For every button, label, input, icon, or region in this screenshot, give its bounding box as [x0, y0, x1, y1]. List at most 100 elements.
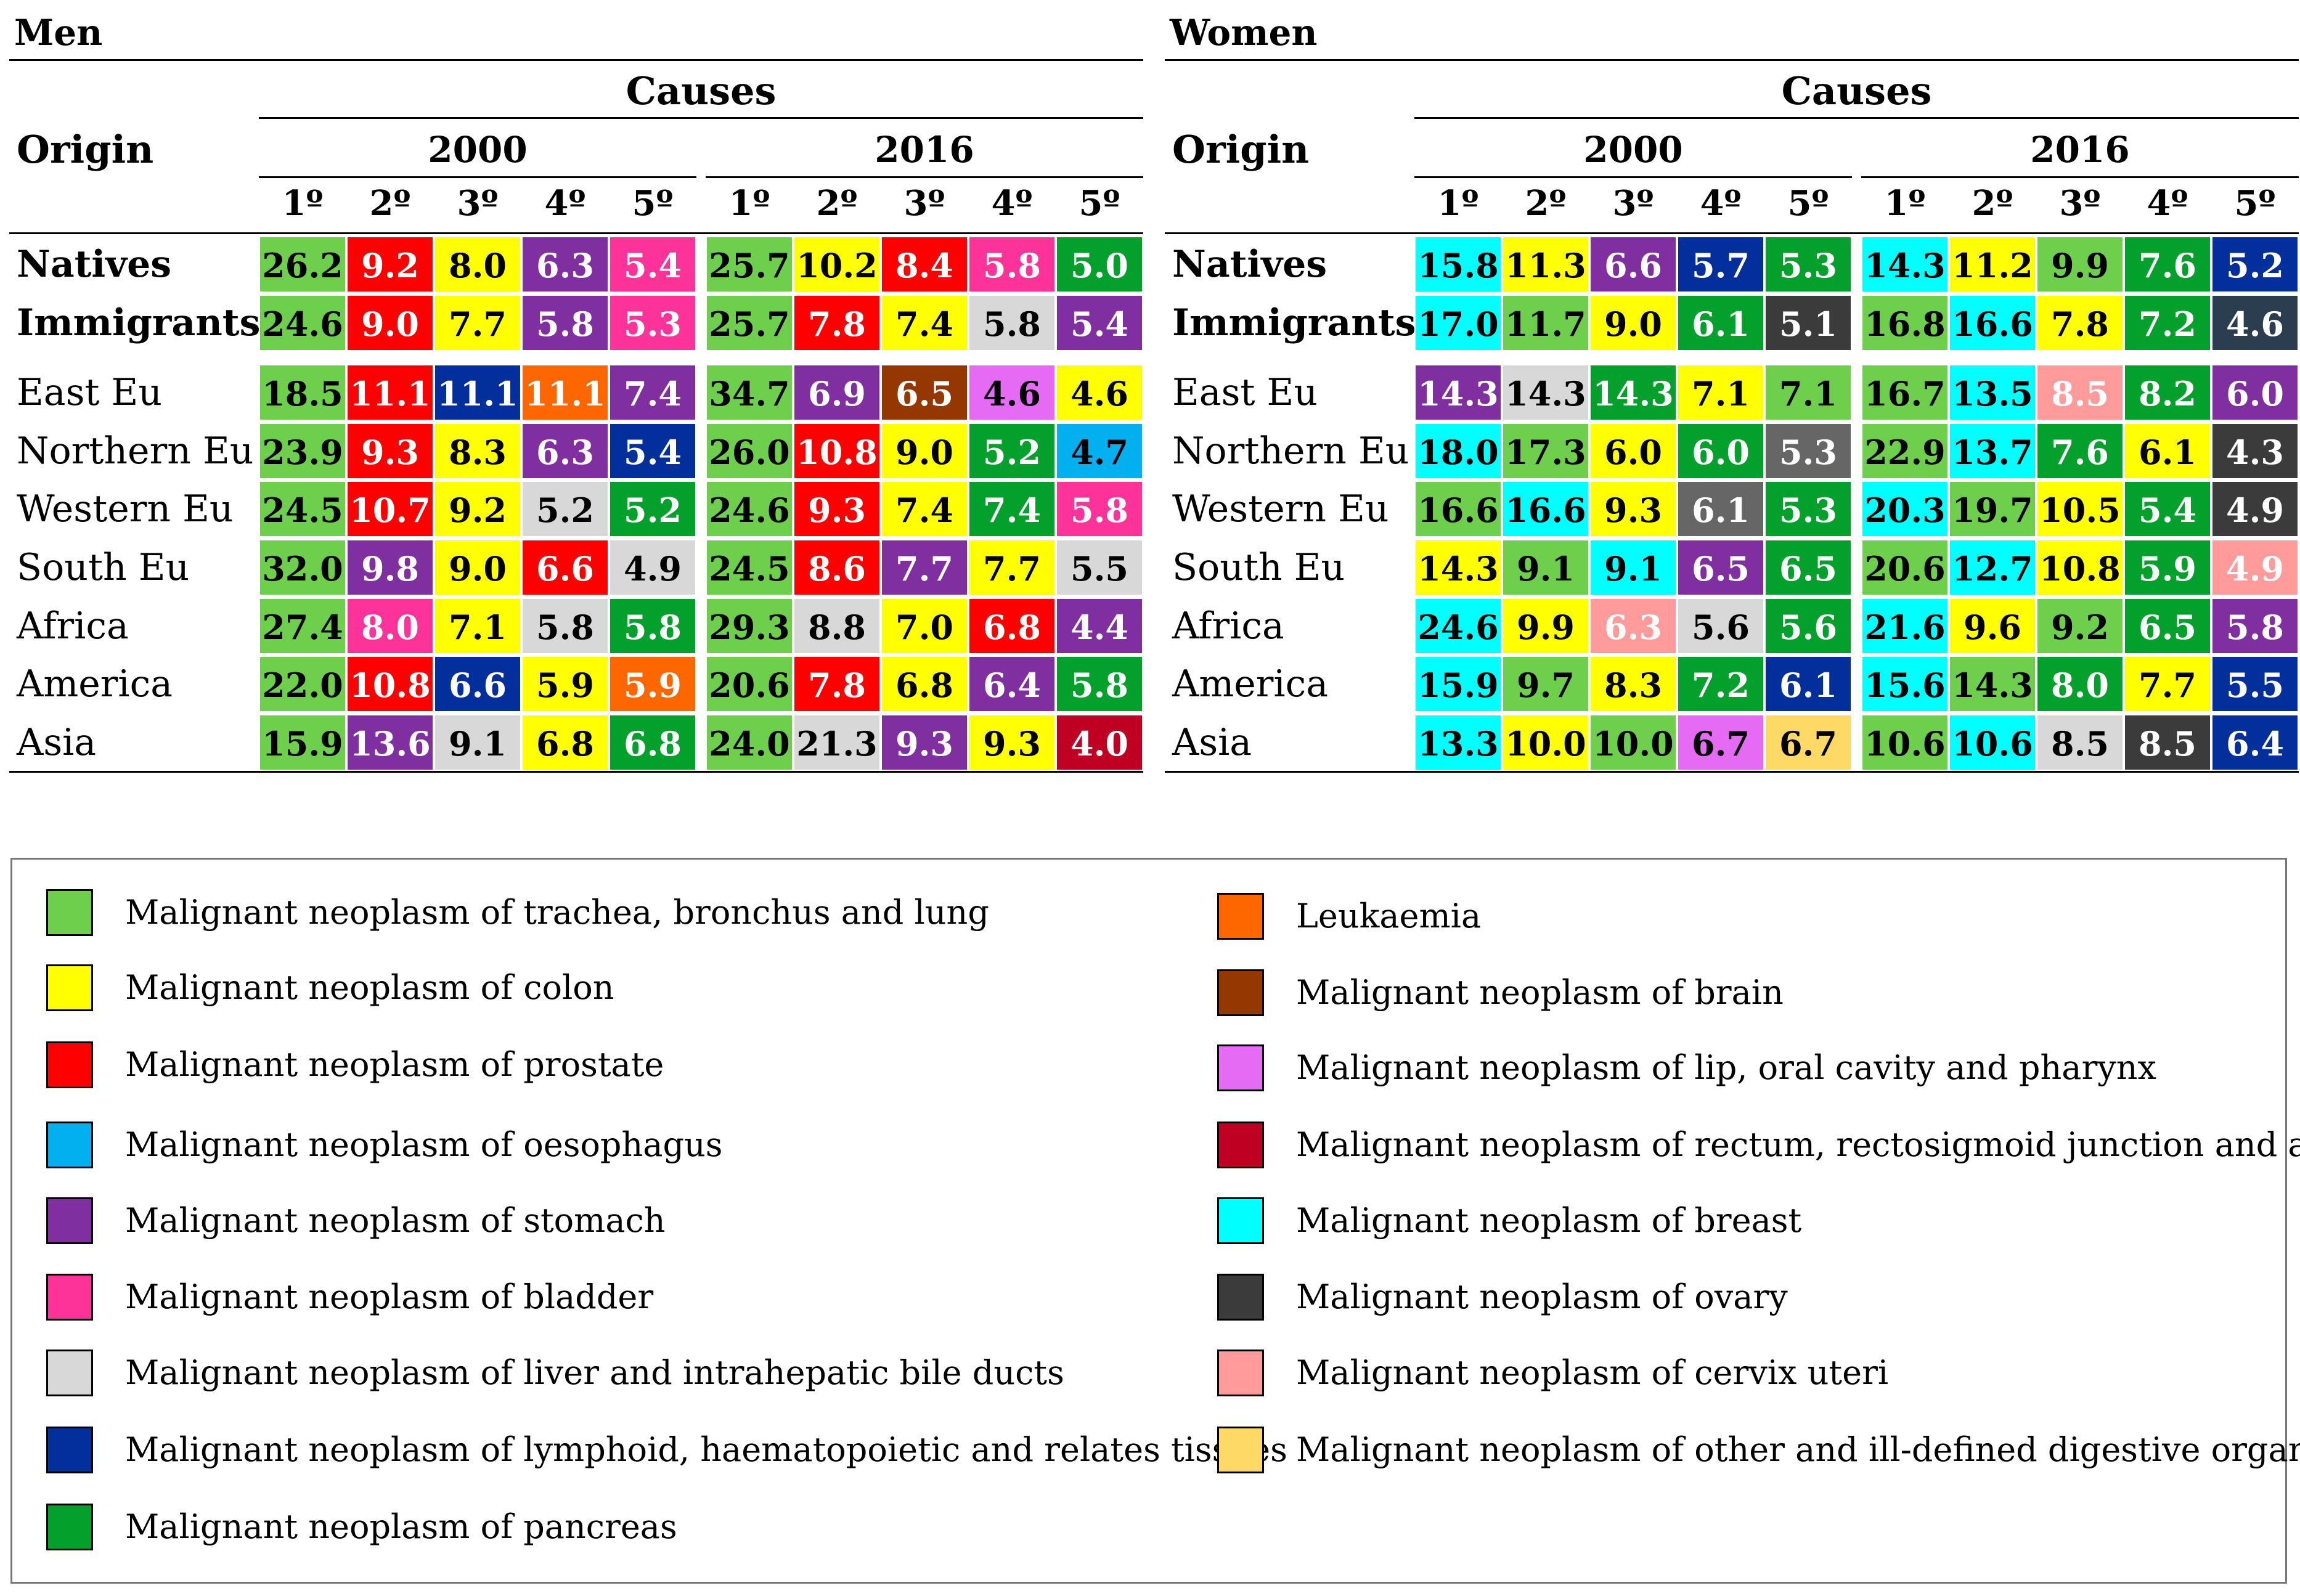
value-cell: 8.2 — [2124, 364, 2211, 421]
legend-swatch — [1217, 893, 1264, 940]
value-cell: 10.8 — [793, 423, 881, 479]
value-cell: 8.0 — [2036, 656, 2124, 712]
value-cell: 5.8 — [521, 598, 609, 654]
value-cell: 5.9 — [609, 656, 696, 712]
value-cell: 5.5 — [1056, 539, 1143, 596]
legend-swatch — [1217, 1350, 1264, 1396]
value-cell: 32.0 — [259, 539, 346, 596]
value-cell: 4.7 — [1056, 423, 1143, 479]
legend-item: Malignant neoplasm of ovary — [1217, 1274, 2265, 1323]
legend-label: Malignant neoplasm of brain — [1296, 973, 1784, 1012]
value-cell: 16.6 — [1502, 481, 1589, 537]
rank-header: 1º — [282, 183, 324, 224]
value-cell: 7.6 — [2036, 423, 2124, 479]
value-cell: 22.9 — [1861, 423, 1949, 479]
value-cell: 7.0 — [881, 598, 968, 654]
row-label-origin: Western Eu — [1172, 487, 1389, 531]
value-cell: 4.3 — [2211, 423, 2299, 479]
row-label-origin: America — [17, 662, 173, 706]
value-cell: 6.0 — [2211, 364, 2299, 421]
value-cell: 13.7 — [1949, 423, 2036, 479]
value-cell: 4.9 — [609, 539, 696, 596]
value-cell: 16.6 — [1414, 481, 1502, 537]
legend-swatch — [46, 1041, 93, 1088]
value-cell: 23.9 — [259, 423, 346, 479]
value-cell: 24.5 — [706, 539, 793, 596]
value-cell: 7.2 — [2124, 295, 2211, 351]
year-rule-2000 — [259, 176, 696, 178]
row-label-origin: Northern Eu — [17, 430, 254, 473]
header-bottom-rule — [9, 232, 1143, 234]
rank-header: 4º — [991, 183, 1033, 224]
value-cell: 14.3 — [1949, 656, 2036, 712]
women-title: Women — [1170, 12, 1318, 54]
value-cell: 5.6 — [1677, 598, 1764, 654]
value-cell: 6.6 — [434, 656, 521, 712]
value-cell: 24.5 — [259, 481, 346, 537]
value-cell: 6.5 — [1677, 539, 1764, 596]
value-cell: 22.0 — [259, 656, 346, 712]
value-cell: 6.4 — [968, 656, 1056, 712]
value-cell: 5.8 — [1056, 481, 1143, 537]
value-cell: 7.1 — [1677, 364, 1764, 421]
legend-label: Malignant neoplasm of breast — [1296, 1201, 1802, 1240]
row-label-origin: Immigrants — [1172, 301, 1416, 344]
value-cell: 7.4 — [609, 364, 696, 421]
rank-header: 4º — [544, 183, 586, 224]
year-header-2016: 2016 — [875, 129, 974, 171]
value-cell: 6.1 — [1677, 481, 1764, 537]
value-cell: 7.8 — [793, 295, 881, 351]
men-title: Men — [14, 12, 103, 54]
legend-swatch — [1217, 969, 1264, 1016]
value-cell: 5.3 — [1764, 481, 1852, 537]
value-cell: 6.9 — [793, 364, 881, 421]
value-cell: 9.0 — [881, 423, 968, 479]
value-cell: 15.9 — [259, 714, 346, 771]
value-cell: 4.6 — [1056, 364, 1143, 421]
value-cell: 9.9 — [1502, 598, 1589, 654]
value-cell: 4.9 — [2211, 481, 2299, 537]
value-cell: 6.5 — [2124, 598, 2211, 654]
legend-label: Malignant neoplasm of pancreas — [125, 1507, 677, 1546]
value-cell: 9.3 — [793, 481, 881, 537]
value-cell: 6.7 — [1764, 714, 1852, 771]
value-cell: 18.0 — [1414, 423, 1502, 479]
value-cell: 9.2 — [346, 236, 434, 293]
value-cell: 5.5 — [2211, 656, 2299, 712]
value-cell: 5.2 — [2211, 236, 2299, 293]
legend-label: Malignant neoplasm of bladder — [125, 1277, 654, 1316]
rank-header: 1º — [728, 183, 770, 224]
value-cell: 5.8 — [521, 295, 609, 351]
value-cell: 6.8 — [609, 714, 696, 771]
value-cell: 24.0 — [706, 714, 793, 771]
year-header-2000: 2000 — [1583, 129, 1683, 171]
value-cell: 16.6 — [1949, 295, 2036, 351]
legend-label: Malignant neoplasm of rectum, rectosigmo… — [1296, 1125, 2300, 1164]
value-cell: 7.8 — [793, 656, 881, 712]
legend-swatch — [46, 964, 93, 1011]
value-cell: 14.3 — [1589, 364, 1677, 421]
legend-item: Malignant neoplasm of lymphoid, haematop… — [46, 1427, 1287, 1476]
value-cell: 5.7 — [1677, 236, 1764, 293]
rank-header: 3º — [903, 183, 945, 224]
value-cell: 14.3 — [1502, 364, 1589, 421]
value-cell: 29.3 — [706, 598, 793, 654]
value-cell: 24.6 — [1414, 598, 1502, 654]
legend-item: Malignant neoplasm of liver and intrahep… — [46, 1350, 1094, 1399]
value-cell: 34.7 — [706, 364, 793, 421]
value-cell: 9.3 — [1589, 481, 1677, 537]
value-cell: 8.5 — [2124, 714, 2211, 771]
value-cell: 8.0 — [346, 598, 434, 654]
legend-item: Malignant neoplasm of brain — [1217, 969, 2265, 1019]
value-cell: 15.6 — [1861, 656, 1949, 712]
value-cell: 7.7 — [434, 295, 521, 351]
value-cell: 17.3 — [1502, 423, 1589, 479]
value-cell: 4.9 — [2211, 539, 2299, 596]
row-label-origin: Western Eu — [17, 487, 234, 531]
value-cell: 13.5 — [1949, 364, 2036, 421]
value-cell: 4.4 — [1056, 598, 1143, 654]
value-cell: 10.5 — [2036, 481, 2124, 537]
legend-item: Malignant neoplasm of trachea, bronchus … — [46, 889, 1094, 938]
rank-header: 4º — [1700, 183, 1742, 224]
legend-label: Malignant neoplasm of trachea, bronchus … — [125, 893, 989, 932]
